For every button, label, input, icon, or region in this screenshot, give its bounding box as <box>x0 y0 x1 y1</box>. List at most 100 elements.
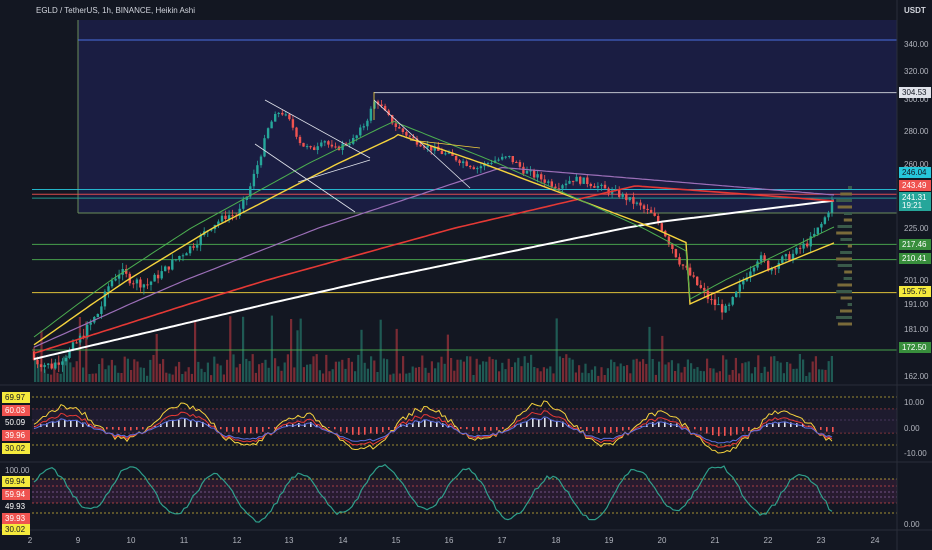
volume-bar <box>302 367 305 382</box>
candle-body <box>749 271 752 278</box>
oscillator-panel-2 <box>0 461 932 523</box>
candle-body <box>132 283 135 285</box>
volume-bar <box>811 361 814 382</box>
y-tick-label: 162.00 <box>904 372 929 381</box>
x-tick-label: 2 <box>28 536 33 545</box>
price-label: 210.41 <box>902 254 927 263</box>
volume-bar <box>654 374 657 382</box>
volume-bar <box>360 329 363 382</box>
volume-bar <box>766 371 769 382</box>
x-tick-label: 10 <box>127 536 136 545</box>
candle-body <box>412 136 415 139</box>
candle-body <box>199 235 202 246</box>
profile-bar <box>847 303 852 306</box>
candle-body <box>579 176 582 184</box>
candle-body <box>752 267 756 272</box>
candle-body <box>681 264 685 266</box>
volume-bar <box>146 375 149 382</box>
osc1-tick-label: -10.00 <box>904 449 927 458</box>
candle-body <box>391 115 394 124</box>
volume-bar <box>814 356 817 382</box>
histogram-bar <box>142 427 144 430</box>
volume-bar <box>606 368 609 382</box>
volume-bar <box>802 359 805 382</box>
histogram-bar <box>382 427 384 433</box>
volume-bar <box>523 356 526 382</box>
price-label: 217.46 <box>902 240 927 249</box>
osc1-tick-label: 0.00 <box>904 424 920 433</box>
candle-body <box>657 216 660 224</box>
volume-bar <box>386 359 389 382</box>
candle-body <box>554 186 557 189</box>
candle-body <box>642 205 646 209</box>
volume-bar <box>261 362 264 382</box>
volume-bar <box>334 361 337 382</box>
ma-white <box>33 199 835 360</box>
candle-body <box>313 147 316 150</box>
candle-body <box>227 215 231 219</box>
profile-bar <box>844 212 852 215</box>
volume-bar <box>680 372 683 382</box>
volume-bar <box>542 367 545 382</box>
y-tick-label: 201.00 <box>904 276 929 285</box>
candle-body <box>316 146 319 150</box>
volume-bar <box>558 356 561 382</box>
volume-bar <box>757 355 760 382</box>
candle-body <box>135 279 139 284</box>
volume-bar <box>338 361 341 382</box>
profile-bar <box>837 264 852 267</box>
volume-bar <box>510 367 513 382</box>
candle-body <box>153 274 156 282</box>
volume-bar <box>408 372 411 382</box>
candle-body <box>36 359 39 365</box>
volume-bar <box>251 354 254 382</box>
profile-bar <box>837 322 852 326</box>
candle-body <box>731 297 734 305</box>
volume-bar <box>107 365 110 382</box>
candle-body <box>274 114 277 122</box>
candle-body <box>767 260 770 271</box>
osc2-left-label: 39.93 <box>5 514 26 523</box>
histogram-bar <box>730 427 732 436</box>
histogram-bar <box>616 427 618 432</box>
candle-body <box>231 215 234 217</box>
candle-body <box>806 243 809 247</box>
candle-body <box>791 253 795 261</box>
histogram-bar <box>106 427 108 430</box>
osc2-left-label: 30.02 <box>5 525 26 534</box>
candle-body <box>281 112 284 115</box>
volume-bar <box>101 358 104 382</box>
volume-bar <box>690 363 693 382</box>
volume-bar <box>216 363 219 382</box>
volume-bar <box>280 370 283 382</box>
volume-bar <box>245 358 248 382</box>
candle-body <box>100 306 103 314</box>
candle-body <box>245 196 248 200</box>
volume-bar <box>286 354 289 382</box>
candle-body <box>330 144 334 147</box>
volume-bar <box>696 367 699 382</box>
histogram-bar <box>712 427 714 436</box>
histogram-bar <box>484 427 486 431</box>
volume-bar <box>494 359 497 382</box>
volume-bar <box>203 372 206 382</box>
histogram-bar <box>70 420 72 427</box>
volume-bar <box>98 364 101 382</box>
histogram-bar <box>232 427 234 432</box>
histogram-bar <box>544 417 546 427</box>
candle-body <box>284 114 287 116</box>
candle-body <box>788 254 791 261</box>
volume-bar <box>667 362 670 382</box>
volume-bar <box>504 369 507 382</box>
volume-bar <box>482 361 485 382</box>
volume-bar <box>110 359 113 382</box>
candle-body <box>504 156 507 158</box>
volume-bar <box>712 368 715 382</box>
volume-bar <box>395 328 398 382</box>
histogram-bar <box>610 427 612 433</box>
volume-bar <box>603 375 606 382</box>
volume-bar <box>459 359 462 382</box>
candle-body <box>387 110 390 115</box>
histogram-bar <box>568 424 570 427</box>
